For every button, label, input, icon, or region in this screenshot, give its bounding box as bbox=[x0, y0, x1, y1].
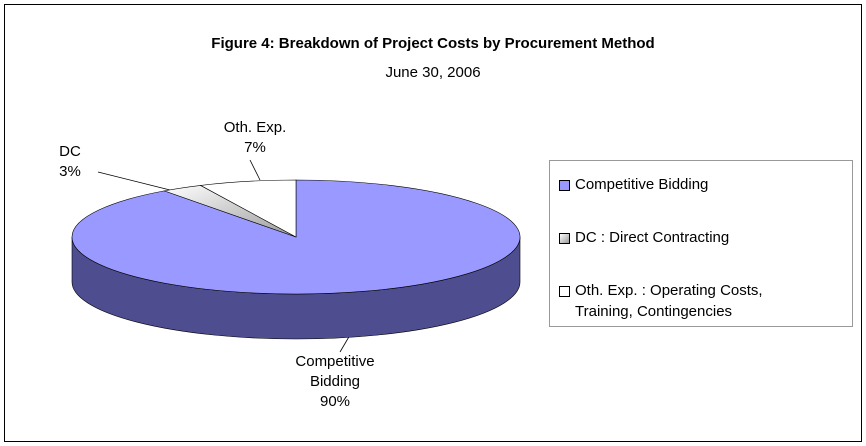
data-label: Competitive Bidding 90% bbox=[280, 352, 390, 412]
data-label: Oth. Exp. 7% bbox=[200, 118, 310, 158]
data-label: DC 3% bbox=[40, 142, 100, 182]
legend-swatch bbox=[559, 233, 570, 244]
legend-swatch bbox=[559, 180, 570, 191]
label-value: 3% bbox=[59, 163, 81, 180]
legend-entry: DC : Direct Contracting bbox=[575, 229, 730, 246]
legend-box bbox=[549, 160, 853, 327]
label-value: 7% bbox=[244, 139, 266, 156]
chart-subtitle: June 30, 2006 bbox=[385, 64, 481, 81]
label-name: Competitive Bidding bbox=[295, 353, 375, 390]
legend-entry: Oth. Exp. : Operating Costs, Training, C… bbox=[575, 282, 763, 320]
pie-slice bbox=[199, 179, 297, 238]
chart-title: Figure 4: Breakdown of Project Costs by … bbox=[211, 35, 655, 52]
label-name: Oth. Exp. bbox=[223, 119, 287, 136]
legend-entry: Competitive Bidding bbox=[575, 176, 709, 193]
legend-swatch bbox=[559, 286, 570, 297]
leader-line bbox=[249, 159, 261, 181]
label-name: DC bbox=[59, 143, 81, 160]
leader-line bbox=[97, 171, 171, 191]
label-value: 90% bbox=[319, 393, 351, 410]
